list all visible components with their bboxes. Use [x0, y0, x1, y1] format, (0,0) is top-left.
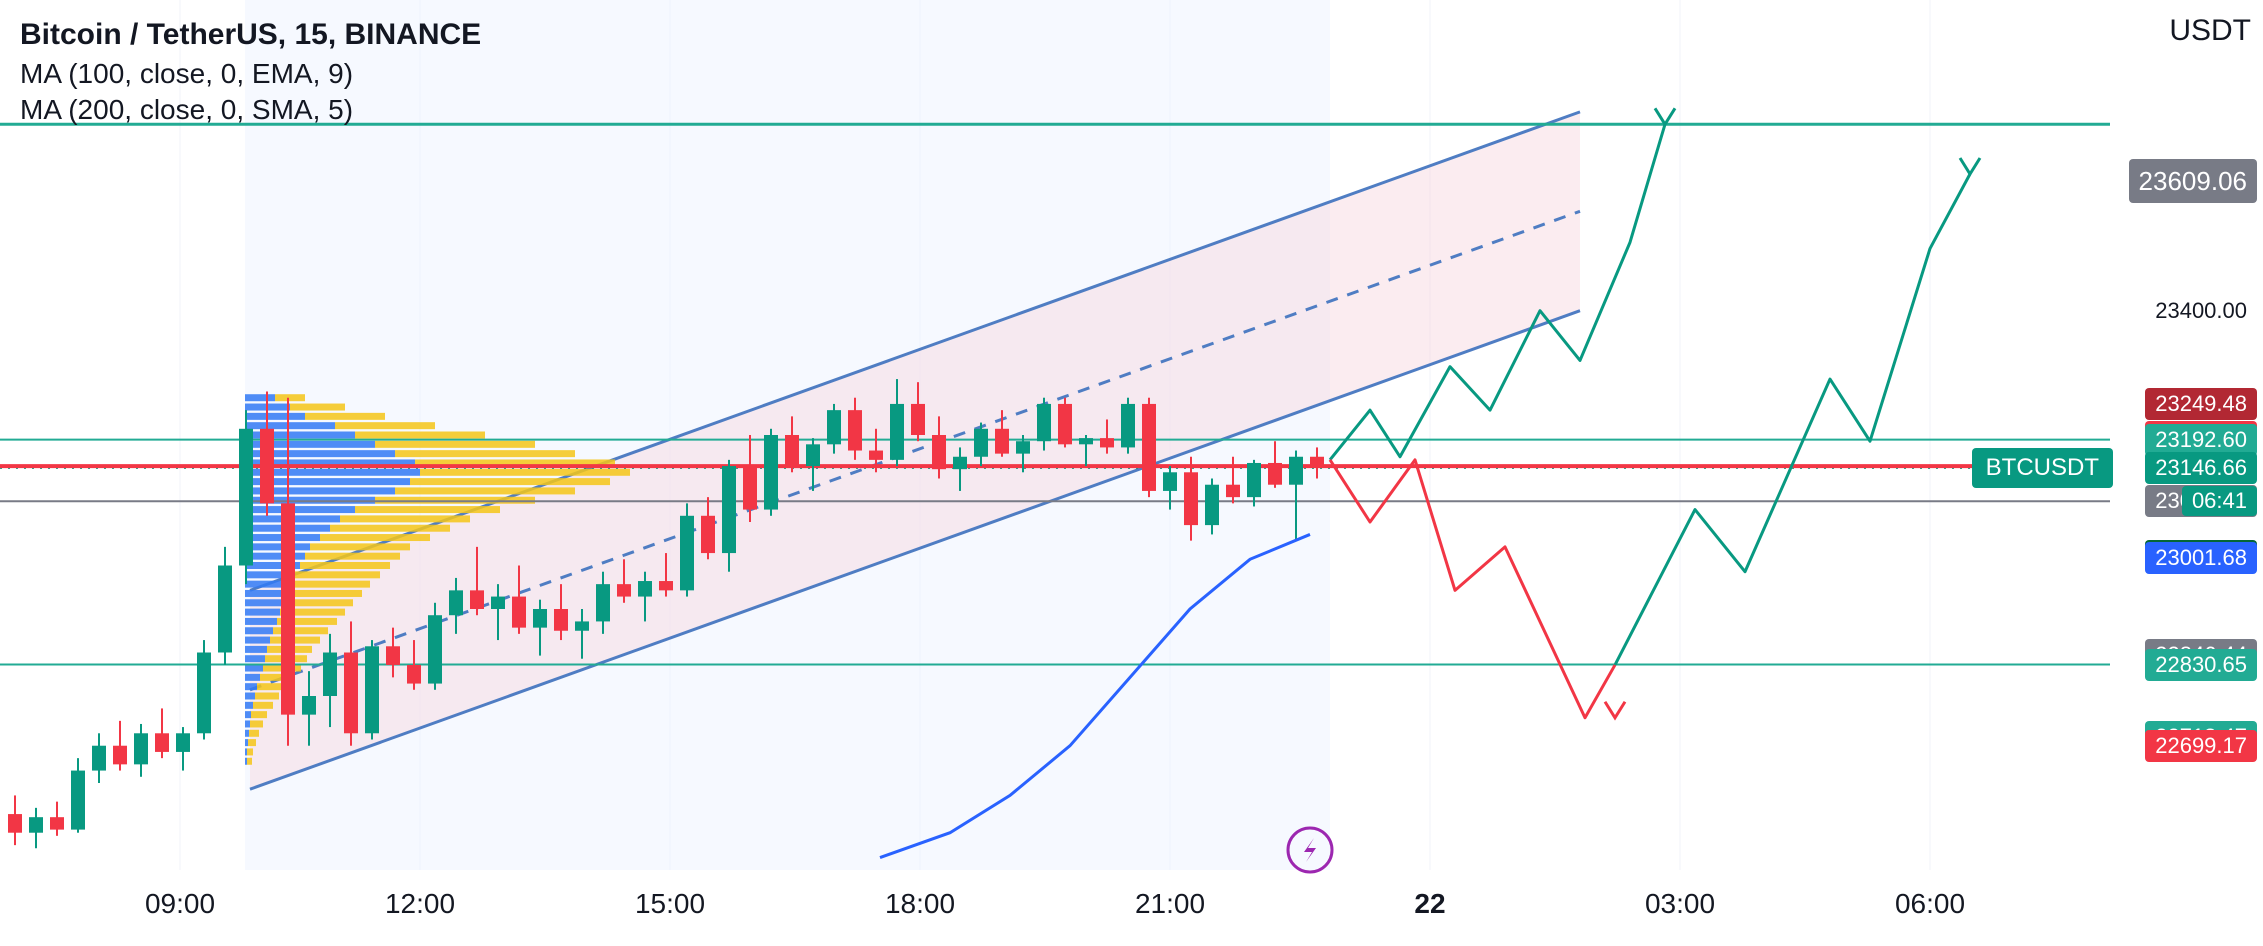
time-tick: 21:00	[1135, 888, 1205, 920]
price-tick: 23400.00	[2145, 295, 2257, 327]
symbol-badge: BTCUSDT	[1972, 448, 2113, 488]
price-label: 22830.65	[2145, 649, 2257, 681]
time-axis[interactable]: 09:00 12:00 15:00 18:00 21:00 22 03:00 06:00	[0, 888, 2110, 928]
price-label: 23249.48	[2145, 388, 2257, 420]
price-label: 23192.60	[2145, 424, 2257, 456]
price-label: 23609.06	[2129, 159, 2257, 203]
price-label: 23146.66	[2145, 452, 2257, 484]
price-label: 23001.68	[2145, 542, 2257, 574]
price-label: 22699.17	[2145, 730, 2257, 762]
indicator-ma2: MA (200, close, 0, SMA, 5)	[20, 94, 353, 126]
time-tick: 18:00	[885, 888, 955, 920]
chart-title: Bitcoin / TetherUS, 15, BINANCE	[20, 18, 481, 52]
countdown: 06:41	[2182, 486, 2257, 516]
time-tick: 06:00	[1895, 888, 1965, 920]
time-tick: 15:00	[635, 888, 705, 920]
time-tick: 12:00	[385, 888, 455, 920]
time-tick: 03:00	[1645, 888, 1715, 920]
indicator-ma1: MA (100, close, 0, EMA, 9)	[20, 58, 353, 90]
price-axis[interactable]: 23400.0023609.0623249.4823196.9323192.60…	[2123, 0, 2263, 946]
price-chart[interactable]	[0, 0, 2263, 946]
time-tick: 09:00	[145, 888, 215, 920]
time-tick: 22	[1414, 888, 1445, 920]
